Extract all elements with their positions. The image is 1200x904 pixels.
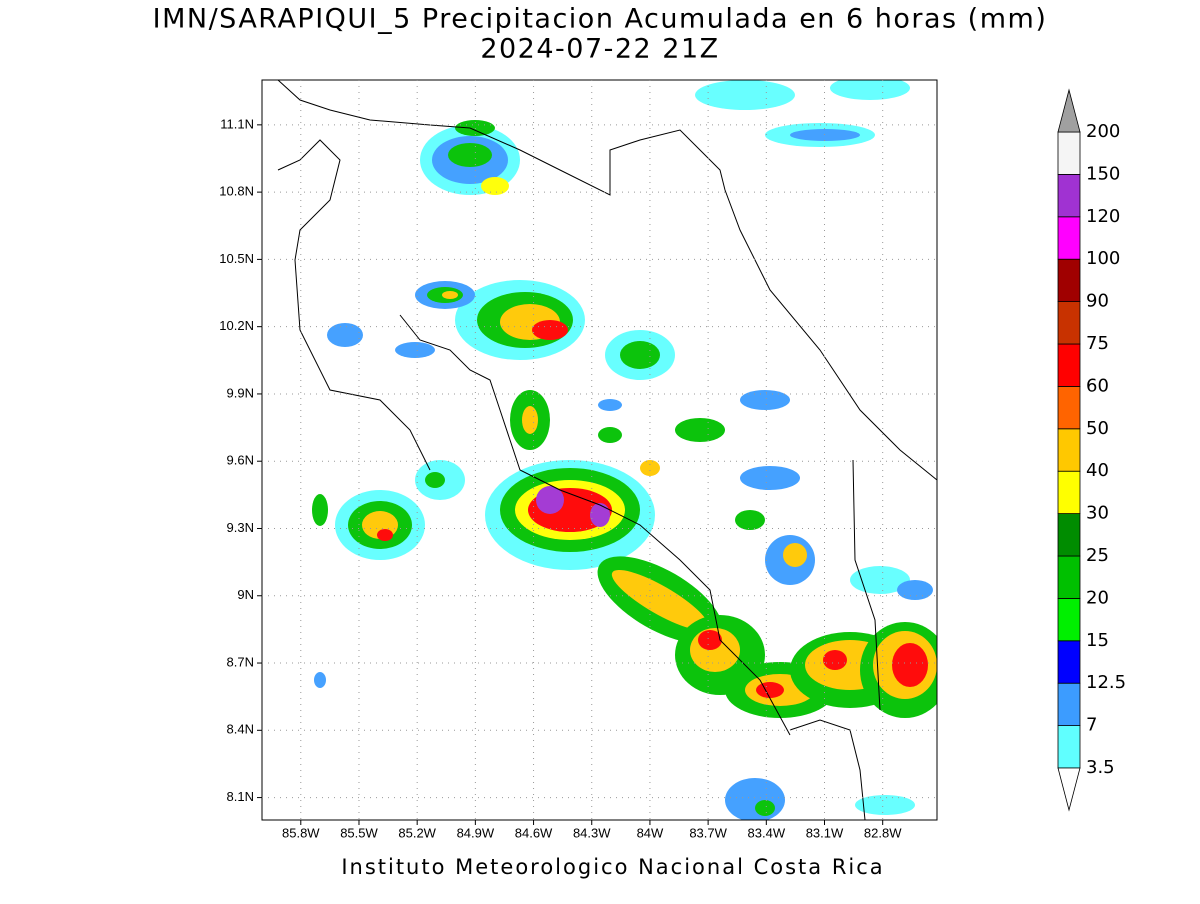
y-tick-label: 10.5N — [219, 251, 254, 266]
x-tick-label: 83.4W — [748, 825, 786, 840]
colorbar-label: 200 — [1086, 121, 1120, 142]
y-tick-label: 8.4N — [227, 722, 254, 737]
colorbar-box — [1057, 555, 1081, 599]
x-tick-label: 85.5W — [340, 825, 378, 840]
x-tick-label: 83.1W — [806, 825, 844, 840]
colorbar-label: 90 — [1086, 291, 1109, 312]
subtitle: 2024-07-22 21Z — [480, 34, 719, 65]
x-tick-label: 84W — [637, 825, 664, 840]
y-tick-label: 8.1N — [227, 789, 254, 804]
y-tick-label: 9.6N — [227, 453, 254, 468]
colorbar-label: 150 — [1086, 163, 1120, 184]
precip-field — [277, 80, 937, 820]
y-tick-label: 11.1N — [220, 116, 254, 131]
colorbar-box — [1057, 725, 1081, 769]
x-tick-label: 84.3W — [573, 825, 611, 840]
border — [852, 459, 881, 711]
x-tick-label: 82.8W — [864, 825, 902, 840]
colorbar-box — [1057, 301, 1081, 345]
y-tick-label: 10.8N — [219, 184, 254, 199]
colorbar-box — [1057, 682, 1081, 727]
x-tick-label: 84.6W — [515, 825, 553, 840]
coastline — [277, 139, 431, 471]
map-frame — [261, 79, 938, 821]
colorbar-box — [1057, 131, 1081, 175]
title: IMN/SARAPIQUI_5 Precipitacion Acumulada … — [153, 4, 1048, 35]
x-tick-label: 85.8W — [282, 825, 320, 840]
colorbar-box — [1057, 385, 1081, 430]
colorbar-box — [1057, 513, 1081, 557]
colorbar-label: 120 — [1086, 206, 1120, 227]
colorbar-box — [1057, 428, 1081, 472]
colorbar-box — [1057, 343, 1081, 387]
x-tick-label: 83.7W — [689, 825, 727, 840]
colorbar-over — [1057, 88, 1081, 133]
colorbar-label: 30 — [1086, 503, 1109, 524]
colorbar-under — [1057, 767, 1081, 812]
colorbar-label: 15 — [1086, 630, 1109, 651]
coastline — [399, 314, 791, 736]
y-tick-label: 9.3N — [227, 520, 254, 535]
x-tick-label: 84.9W — [457, 825, 495, 840]
colorbar-label: 25 — [1086, 545, 1109, 566]
y-tick-label: 10.2N — [219, 318, 254, 333]
colorbar-box — [1057, 173, 1081, 218]
colorbar-label: 7 — [1086, 715, 1097, 736]
coastline — [789, 719, 866, 820]
y-tick-label: 9N — [237, 587, 254, 602]
colorbar-box — [1057, 470, 1081, 515]
footer: Instituto Meteorologico Nacional Costa R… — [341, 855, 884, 879]
colorbar-box — [1057, 216, 1081, 260]
colorbar-box — [1057, 598, 1081, 642]
colorbar-box — [1057, 258, 1081, 303]
colorbar-label: 3.5 — [1086, 757, 1115, 778]
y-tick-label: 9.9N — [227, 385, 254, 400]
colorbar-label: 60 — [1086, 375, 1109, 396]
colorbar-label: 40 — [1086, 460, 1109, 481]
colorbar-label: 50 — [1086, 418, 1109, 439]
colorbar-label: 12.5 — [1086, 672, 1126, 693]
colorbar-label: 75 — [1086, 333, 1109, 354]
y-tick-label: 8.7N — [227, 654, 254, 669]
x-tick-label: 85.2W — [398, 825, 436, 840]
colorbar-label: 20 — [1086, 587, 1109, 608]
colorbar-box — [1057, 640, 1081, 684]
coastline — [277, 80, 937, 481]
colorbar-label: 100 — [1086, 248, 1120, 269]
